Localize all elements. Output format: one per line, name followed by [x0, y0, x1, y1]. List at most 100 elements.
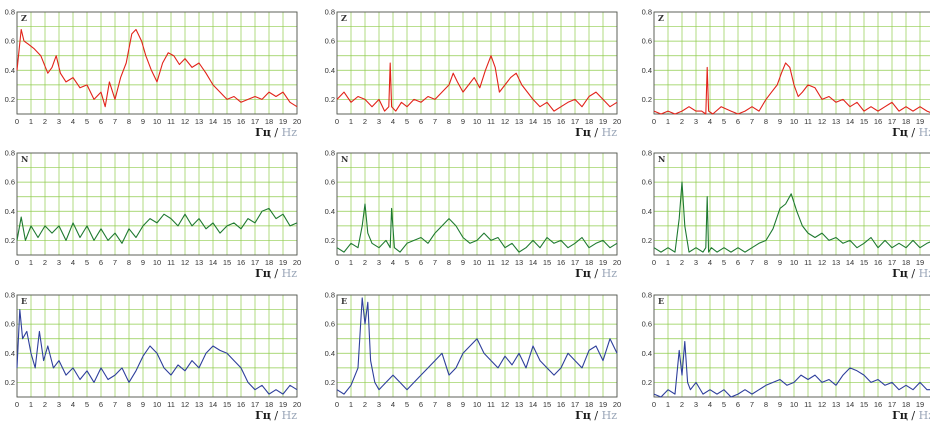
x-tick-label: 4: [71, 258, 75, 267]
x-tick-label: 16: [237, 400, 245, 409]
grid: [653, 11, 930, 115]
x-tick-label: 10: [473, 117, 481, 126]
unit-ru: Гц: [255, 126, 271, 139]
y-tick-label: 0.4: [642, 349, 652, 358]
y-tick-label: 0.4: [642, 66, 652, 75]
spectrum-line: [16, 207, 298, 244]
x-tick-label: 9: [778, 258, 782, 267]
spectrum-line: [653, 181, 930, 253]
x-tick-label: 9: [461, 117, 465, 126]
x-tick-label: 14: [529, 400, 537, 409]
x-tick-label: 0: [335, 117, 339, 126]
x-tick-label: 15: [543, 400, 551, 409]
grid: [16, 11, 298, 115]
x-tick-label: 19: [916, 258, 924, 267]
x-tick-label: 17: [571, 258, 579, 267]
x-axis-unit-label: Гц / Hz: [255, 409, 297, 422]
unit-ru: Гц: [255, 267, 271, 280]
x-tick-label: 16: [237, 117, 245, 126]
x-tick-label: 20: [293, 400, 301, 409]
component-label: Z: [21, 13, 27, 23]
unit-separator: /: [908, 126, 919, 139]
x-tick-label: 11: [167, 258, 175, 267]
y-tick-label: 0.8: [325, 8, 335, 17]
x-tick-label: 19: [279, 400, 287, 409]
x-tick-label: 6: [419, 400, 423, 409]
x-tick-label: 0: [335, 400, 339, 409]
x-tick-label: 12: [501, 258, 509, 267]
x-tick-label: 8: [764, 258, 768, 267]
x-tick-label: 8: [447, 258, 451, 267]
x-tick-label: 1: [666, 258, 670, 267]
y-tick-label: 0.6: [5, 37, 15, 46]
x-tick-label: 4: [708, 117, 712, 126]
plot-frame: [16, 152, 298, 256]
x-tick-label: 18: [902, 400, 910, 409]
x-tick-label: 0: [652, 258, 656, 267]
x-tick-label: 0: [652, 117, 656, 126]
x-tick-label: 9: [141, 117, 145, 126]
unit-separator: /: [271, 267, 282, 280]
x-tick-label: 17: [571, 117, 579, 126]
x-tick-label: 10: [153, 400, 161, 409]
plot-frame: [336, 152, 618, 256]
unit-en: Hz: [919, 267, 930, 280]
x-tick-label: 20: [293, 258, 301, 267]
x-tick-label: 12: [818, 400, 826, 409]
spectrum-panel-z-2: 0.20.40.60.80 1 2 3 4 5 6 7 8 9 10 11 12 13 14 15 16 17 18…: [325, 8, 622, 140]
y-tick-label: 0.2: [5, 95, 15, 104]
x-tick-label: 16: [557, 400, 565, 409]
x-tick-label: 4: [71, 400, 75, 409]
y-tick-label: 0.8: [642, 149, 652, 158]
x-tick-label: 14: [529, 117, 537, 126]
component-label: Z: [341, 13, 347, 23]
spectrum-line: [653, 341, 930, 398]
component-label: E: [341, 296, 347, 306]
x-tick-label: 17: [251, 117, 259, 126]
grid: [336, 11, 618, 115]
x-tick-label: 7: [113, 400, 117, 409]
x-tick-label: 11: [804, 400, 812, 409]
unit-ru: Гц: [575, 267, 591, 280]
x-tick-label: 18: [265, 258, 273, 267]
unit-ru: Гц: [892, 267, 908, 280]
y-tick-label: 0.6: [325, 37, 335, 46]
x-tick-label: 19: [599, 117, 607, 126]
x-tick-label: 8: [447, 117, 451, 126]
x-tick-label: 12: [818, 258, 826, 267]
x-tick-label: 18: [585, 400, 593, 409]
y-tick-label: 0.8: [642, 8, 652, 17]
x-tick-label: 4: [391, 117, 395, 126]
y-tick-label: 0.4: [5, 207, 15, 216]
x-tick-label: 1: [29, 258, 33, 267]
x-tick-label: 8: [764, 117, 768, 126]
x-tick-label: 10: [153, 117, 161, 126]
grid: [16, 152, 298, 256]
x-tick-label: 19: [916, 117, 924, 126]
component-label: N: [658, 154, 665, 164]
x-tick-label: 16: [874, 258, 882, 267]
x-tick-label: 4: [391, 400, 395, 409]
unit-en: Hz: [919, 409, 930, 422]
x-tick-label: 0: [335, 258, 339, 267]
x-tick-label: 5: [405, 400, 409, 409]
x-axis-unit-label: Гц / Hz: [892, 409, 930, 422]
spectrum-panel-z-3: 0.20.40.60.80 1 2 3 4 5 6 7 8 9 10 11 12 13 14 15 16 17 18…: [642, 8, 930, 139]
unit-en: Hz: [919, 126, 930, 139]
x-tick-label: 13: [832, 400, 840, 409]
plot-frame: [653, 11, 930, 115]
y-tick-label: 0.2: [5, 236, 15, 245]
x-tick-label: 5: [85, 258, 89, 267]
x-tick-label: 9: [461, 400, 465, 409]
x-tick-label: 4: [708, 400, 712, 409]
x-tick-label: 1: [349, 117, 353, 126]
x-tick-label: 7: [113, 258, 117, 267]
x-tick-label: 5: [85, 400, 89, 409]
x-tick-label: 12: [181, 400, 189, 409]
x-tick-label: 11: [487, 258, 495, 267]
unit-ru: Гц: [892, 409, 908, 422]
spectrum-panel-n-2: 0.20.40.60.80 1 2 3 4 5 6 7 8 9 10 11 12 13 14 15 16 17 18…: [325, 149, 622, 281]
x-tick-label: 17: [888, 400, 896, 409]
x-tick-label: 19: [916, 400, 924, 409]
x-tick-label: 17: [251, 258, 259, 267]
